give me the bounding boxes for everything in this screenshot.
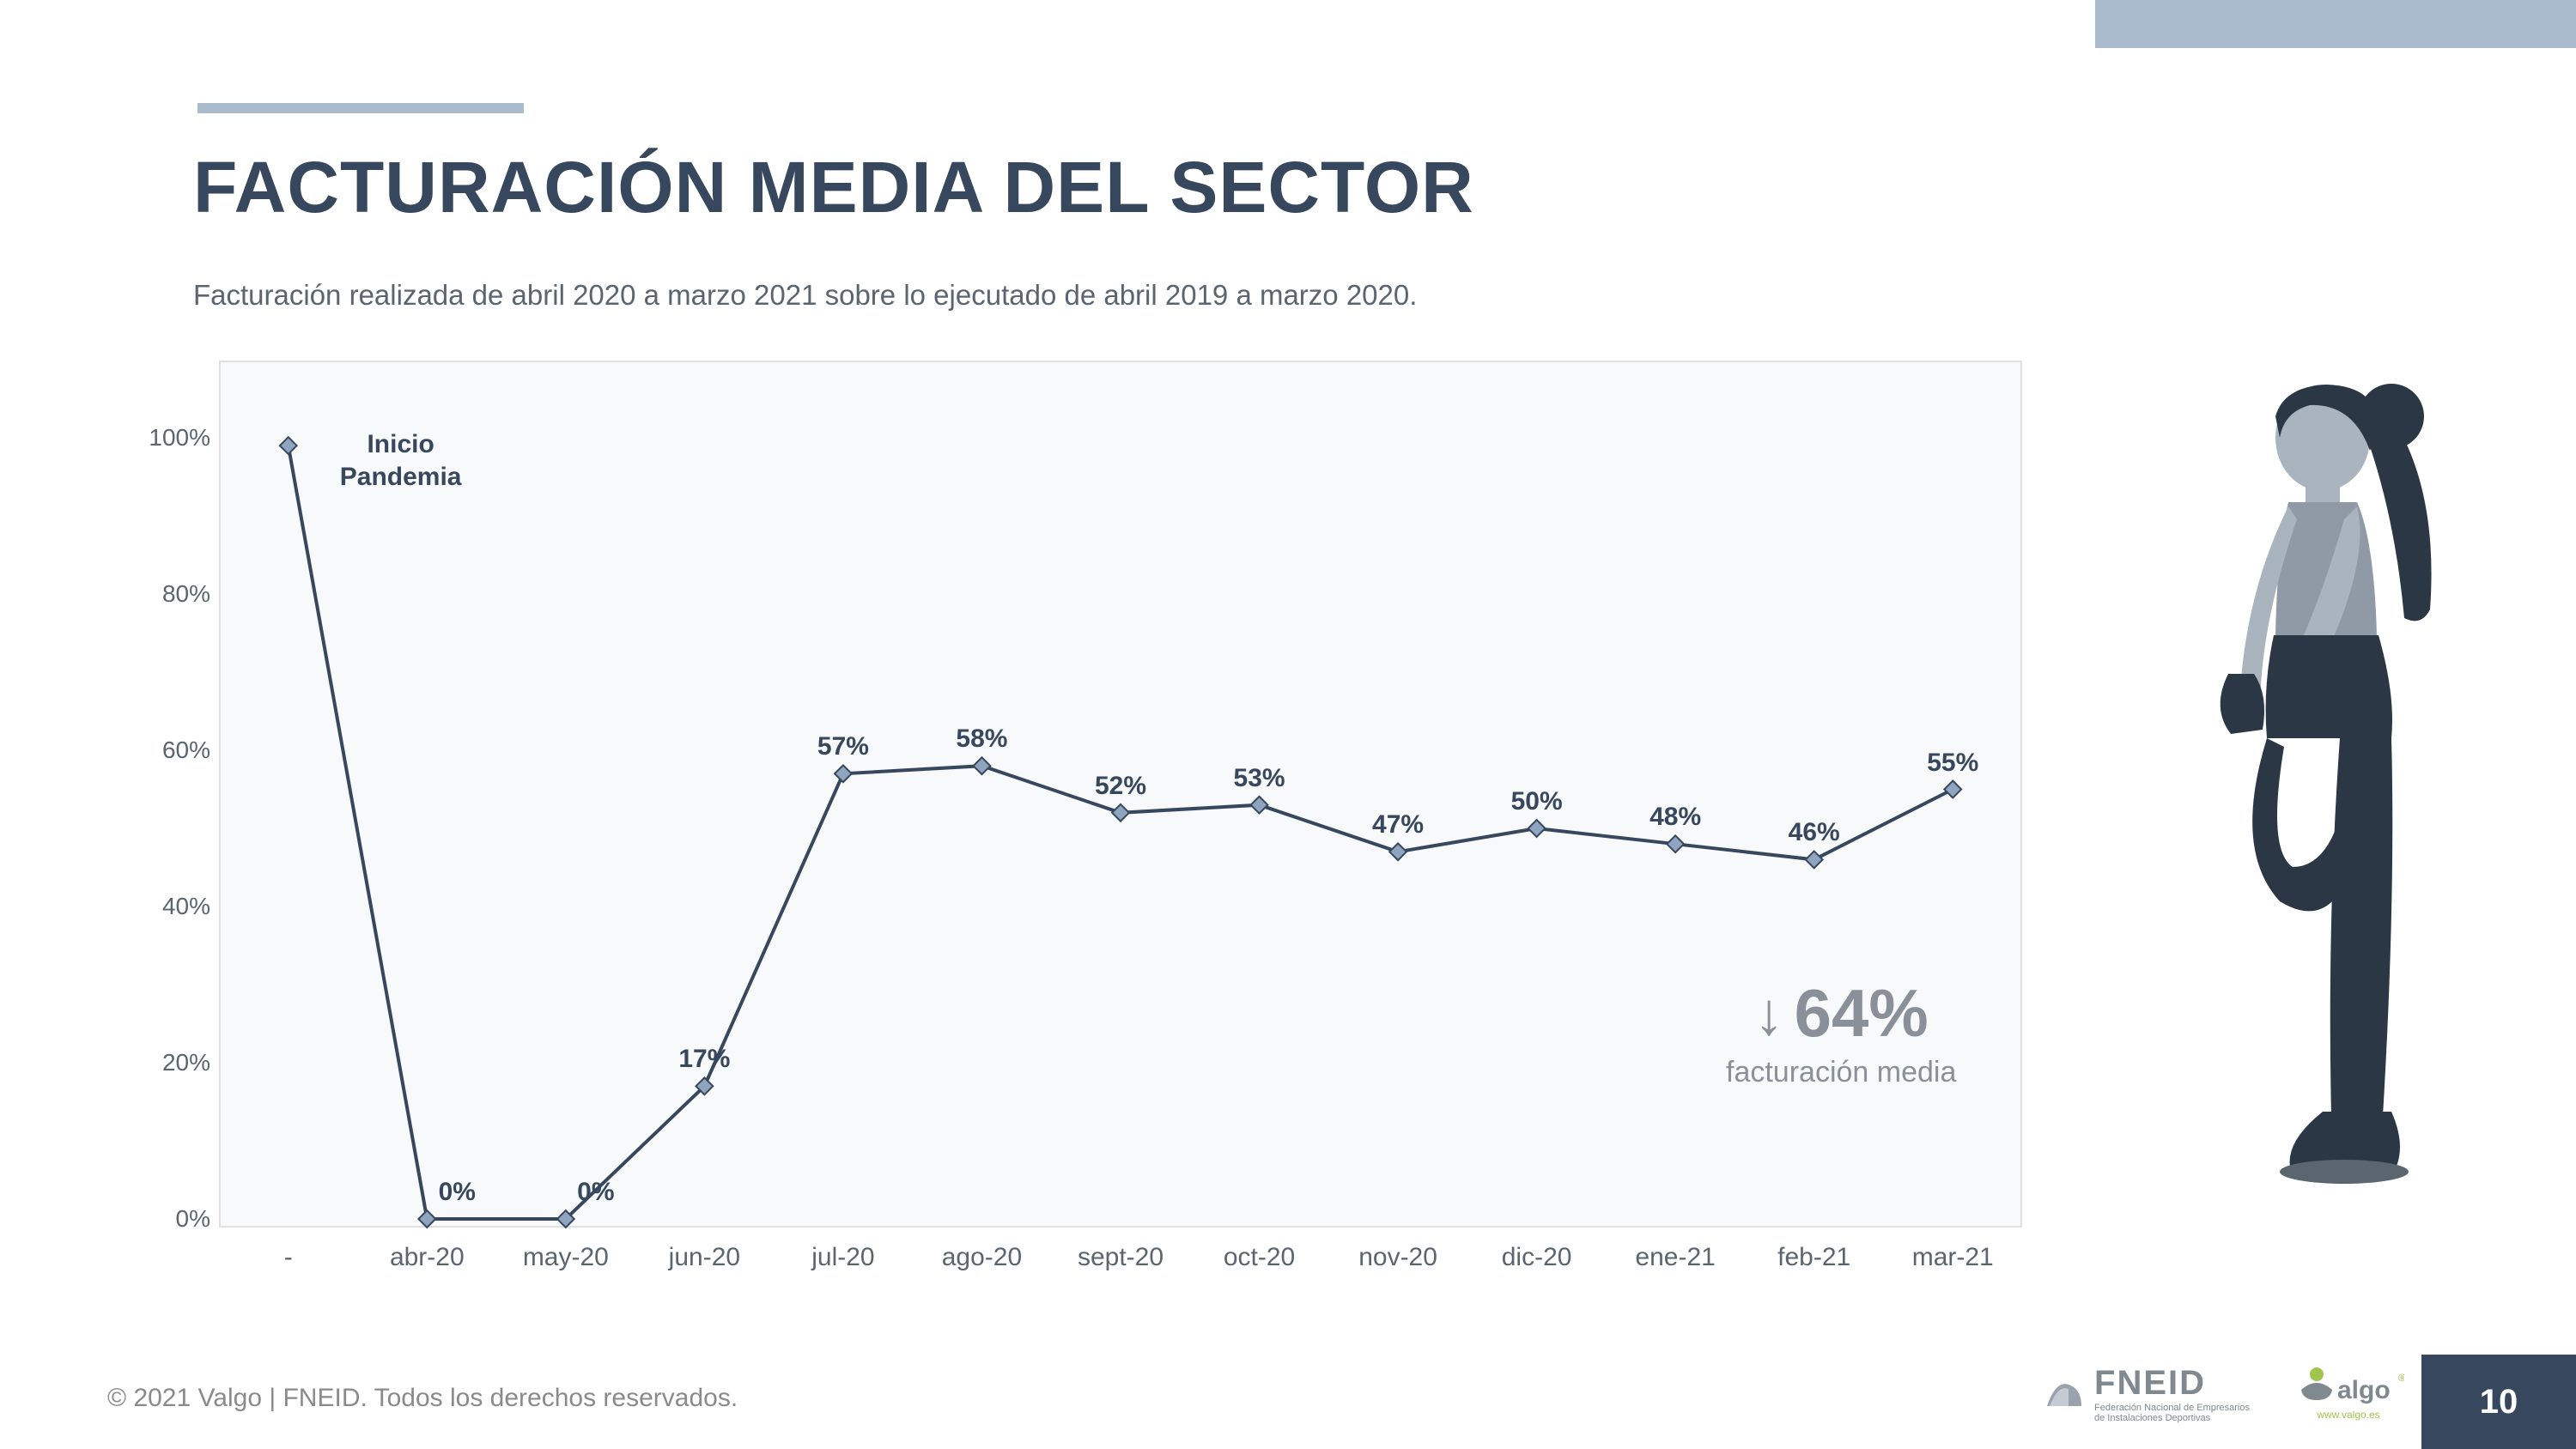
woman-stretching-illustration — [2198, 369, 2482, 1236]
data-point-label: 52% — [1095, 772, 1146, 801]
data-point-label: 0% — [439, 1178, 476, 1207]
x-tick-label: jun-20 — [669, 1243, 740, 1272]
logo-valgo: algo ® www.valgo.es — [2293, 1366, 2404, 1421]
x-tick-label: jul-20 — [811, 1243, 874, 1272]
data-point-label: 50% — [1511, 787, 1563, 816]
svg-text:algo: algo — [2337, 1376, 2391, 1404]
callout-box: ↓ 64% facturación media — [1726, 974, 1956, 1089]
y-tick-label: 40% — [120, 893, 210, 920]
svg-text:®: ® — [2398, 1372, 2404, 1384]
title-accent-line — [197, 103, 524, 113]
x-tick-label: - — [284, 1243, 293, 1272]
data-point-label: 57% — [817, 732, 869, 761]
data-point-label: 47% — [1372, 810, 1424, 840]
x-tick-label: mar-21 — [1912, 1243, 1994, 1272]
x-tick-label: oct-20 — [1224, 1243, 1295, 1272]
valgo-icon: algo ® — [2293, 1366, 2404, 1409]
x-tick-label: sept-20 — [1078, 1243, 1163, 1272]
footer-copyright: © 2021 Valgo | FNEID. Todos los derechos… — [107, 1384, 738, 1413]
page-number-box: 10 — [2421, 1355, 2576, 1449]
y-tick-label: 20% — [120, 1049, 210, 1076]
y-tick-label: 60% — [120, 737, 210, 764]
page-title: FACTURACIÓN MEDIA DEL SECTOR — [193, 146, 1474, 229]
data-point-label: 58% — [956, 724, 1007, 754]
x-tick-label: ago-20 — [942, 1243, 1022, 1272]
data-point-label: 0% — [577, 1178, 614, 1207]
x-tick-label: ene-21 — [1635, 1243, 1715, 1272]
data-point-label: 55% — [1927, 749, 1978, 778]
x-tick-label: abr-20 — [390, 1243, 465, 1272]
y-tick-label: 80% — [120, 580, 210, 608]
fneid-logo-sub2: de Instalaciones Deportivas — [2094, 1413, 2250, 1423]
x-tick-label: feb-21 — [1777, 1243, 1850, 1272]
y-tick-label: 100% — [120, 424, 210, 452]
data-point-label: 17% — [678, 1045, 730, 1074]
fneid-icon — [2043, 1372, 2086, 1415]
data-point-label: 53% — [1234, 764, 1285, 793]
x-tick-label: nov-20 — [1358, 1243, 1437, 1272]
fneid-logo-text: FNEID — [2094, 1364, 2250, 1403]
page-subtitle: Facturación realizada de abril 2020 a ma… — [193, 279, 1417, 312]
logo-fneid: FNEID Federación Nacional de Empresarios… — [2043, 1364, 2250, 1423]
callout-percent: 64% — [1795, 974, 1929, 1052]
top-accent-bar — [2095, 0, 2576, 48]
callout-label: facturación media — [1726, 1056, 1956, 1089]
fneid-logo-sub1: Federación Nacional de Empresarios — [2094, 1403, 2250, 1413]
data-point-label: 48% — [1649, 803, 1701, 832]
x-tick-label: may-20 — [523, 1243, 609, 1272]
x-tick-label: dic-20 — [1502, 1243, 1572, 1272]
annotation-inicio-pandemia: Inicio Pandemia — [340, 428, 462, 493]
data-point-label: 46% — [1789, 818, 1840, 847]
valgo-url: www.valgo.es — [2317, 1409, 2379, 1421]
annotation-line2: Pandemia — [340, 463, 462, 491]
annotation-line1: Inicio — [367, 430, 434, 458]
chart-container: 0% 20% 40% 60% 80% 100% - abr-20 may-20 jun-20 ju… — [120, 361, 2026, 1288]
callout-value: ↓ 64% — [1726, 974, 1956, 1052]
down-arrow-icon: ↓ — [1754, 979, 1784, 1048]
page-number: 10 — [2480, 1383, 2518, 1422]
footer-logos: FNEID Federación Nacional de Empresarios… — [2043, 1364, 2404, 1423]
y-tick-label: 0% — [120, 1205, 210, 1233]
